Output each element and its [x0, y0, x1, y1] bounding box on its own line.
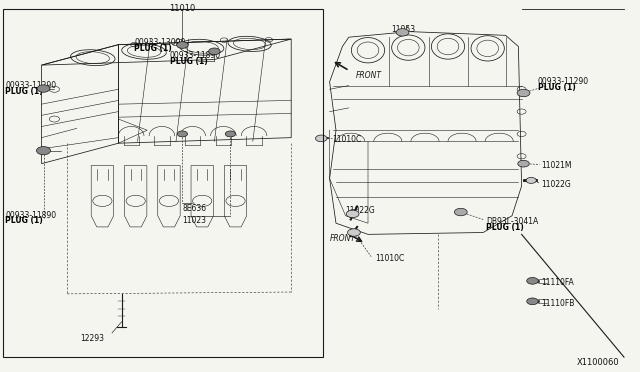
Text: PLUG (1): PLUG (1) [5, 87, 43, 96]
Text: 11022G: 11022G [346, 206, 375, 215]
Text: 11110FA: 11110FA [541, 278, 573, 287]
Text: PLUG (1): PLUG (1) [538, 83, 575, 92]
Text: 11010C: 11010C [375, 254, 404, 263]
Circle shape [177, 42, 188, 48]
Text: 11110FB: 11110FB [541, 299, 574, 308]
Circle shape [527, 298, 538, 305]
Circle shape [37, 85, 50, 92]
Text: FRONT: FRONT [330, 234, 356, 243]
Text: 00933-13090: 00933-13090 [134, 38, 186, 47]
Circle shape [517, 89, 530, 97]
Text: 8E636: 8E636 [182, 204, 207, 213]
Text: FRONT: FRONT [356, 71, 382, 80]
Text: 11010C: 11010C [332, 135, 362, 144]
Circle shape [225, 131, 236, 137]
Bar [3, 9, 323, 357]
Circle shape [316, 135, 327, 142]
Text: 11022G: 11022G [541, 180, 570, 189]
Circle shape [209, 48, 220, 55]
Text: 12293: 12293 [80, 334, 104, 343]
Text: PLUG (1): PLUG (1) [170, 57, 207, 65]
Circle shape [518, 160, 529, 167]
Text: 11010: 11010 [169, 4, 196, 13]
Text: X1100060: X1100060 [577, 358, 620, 367]
Text: PLUG (1): PLUG (1) [134, 44, 172, 53]
Circle shape [526, 177, 536, 183]
Circle shape [396, 29, 409, 36]
Text: 00933-11290: 00933-11290 [538, 77, 589, 86]
Text: 11053: 11053 [392, 25, 416, 34]
Text: 11021M: 11021M [541, 161, 572, 170]
Circle shape [346, 210, 359, 218]
Text: 00933-11890: 00933-11890 [170, 51, 221, 60]
Circle shape [36, 147, 51, 155]
Circle shape [527, 278, 538, 284]
Circle shape [454, 208, 467, 216]
Text: 11023: 11023 [182, 216, 206, 225]
Text: DB93L-3041A: DB93L-3041A [486, 217, 539, 226]
Circle shape [177, 131, 188, 137]
Circle shape [348, 229, 360, 236]
Text: 00933-11890: 00933-11890 [5, 211, 56, 220]
Text: PLUG (1): PLUG (1) [5, 217, 43, 225]
Text: 00933-11290: 00933-11290 [5, 81, 56, 90]
Text: PLUG (1): PLUG (1) [486, 223, 524, 232]
